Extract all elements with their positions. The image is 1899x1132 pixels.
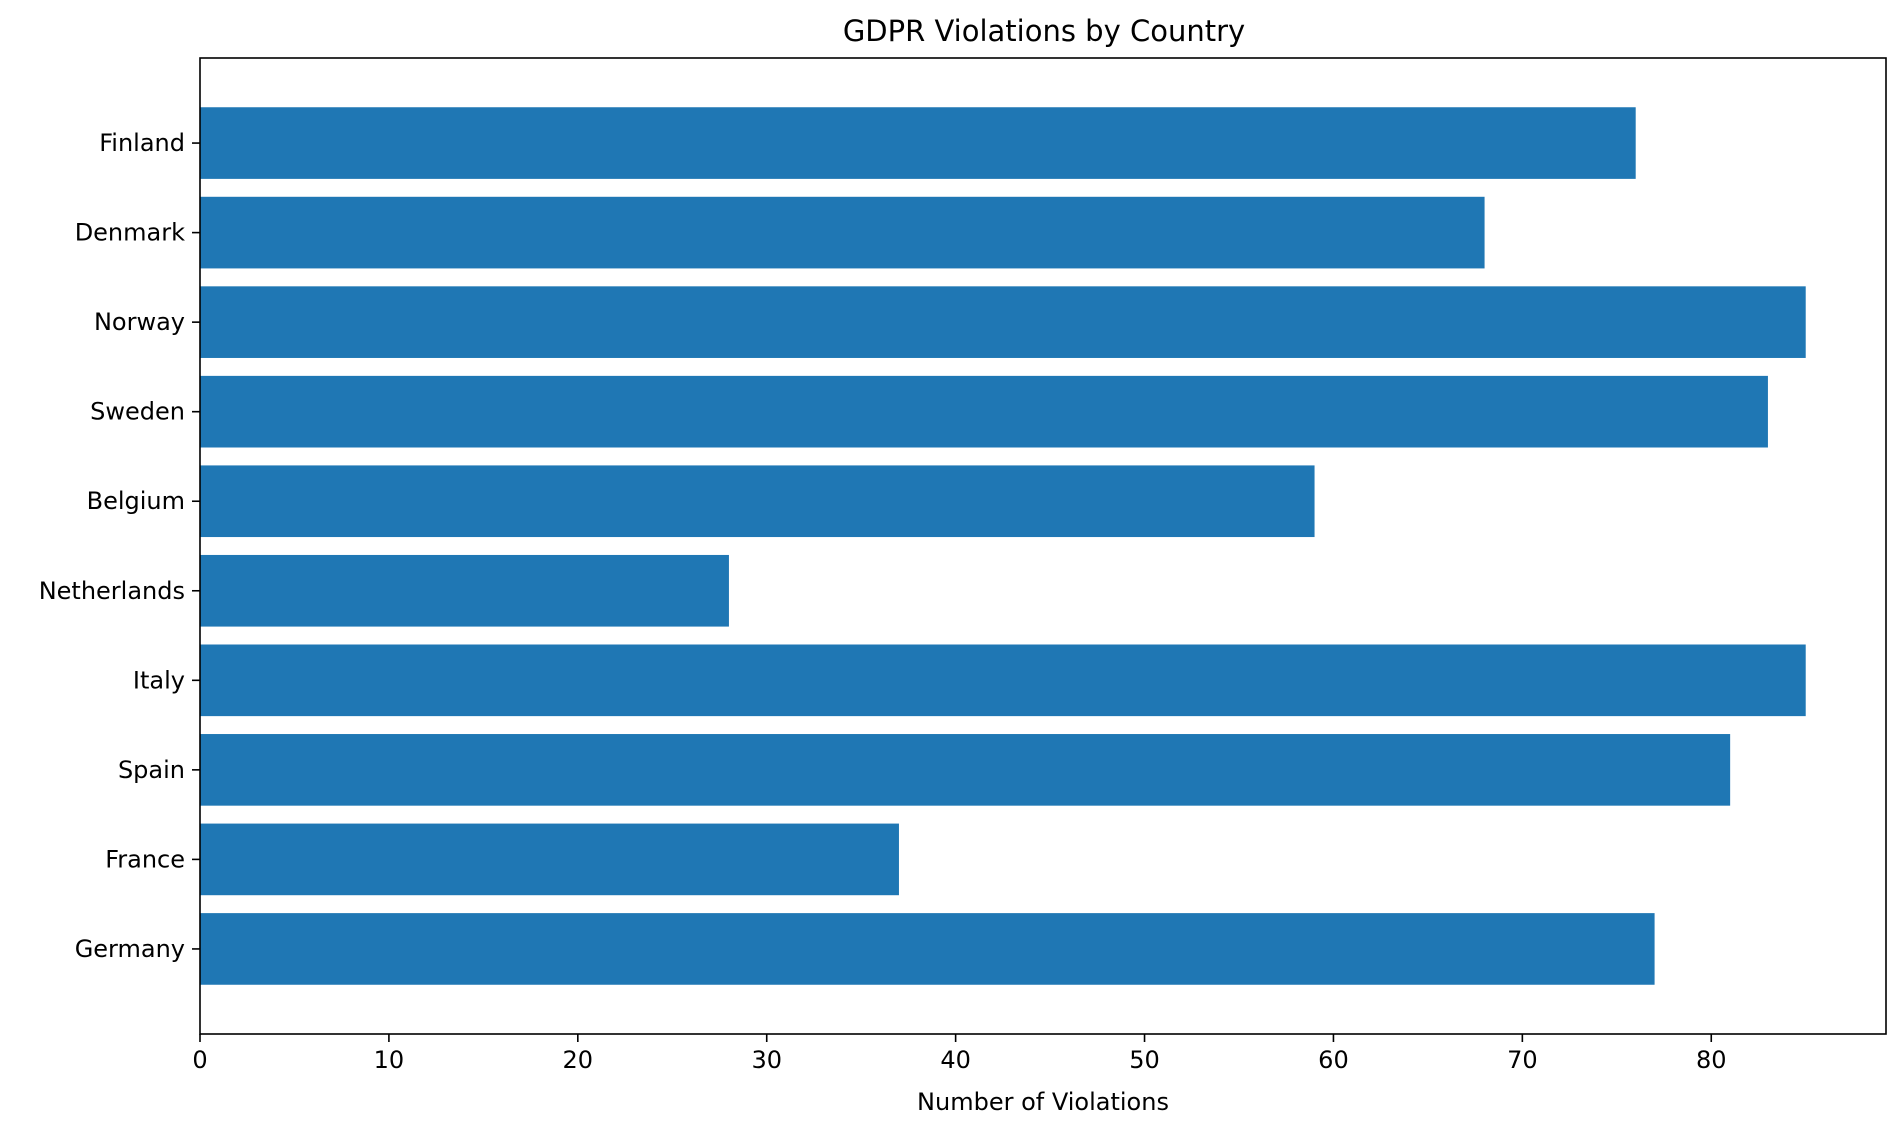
y-tick-label-france: France — [105, 845, 185, 873]
bar-italy — [200, 644, 1806, 717]
x-axis-label: Number of Violations — [917, 1088, 1169, 1116]
y-tick-label-norway: Norway — [94, 308, 185, 336]
x-tick-label-70: 70 — [1507, 1046, 1538, 1074]
x-tick-label-40: 40 — [940, 1046, 971, 1074]
bar-norway — [200, 286, 1806, 358]
chart-title: GDPR Violations by Country — [843, 14, 1245, 48]
bar-france — [200, 823, 899, 896]
x-tick-label-20: 20 — [563, 1046, 594, 1074]
x-axis-ticks: 0 10 20 30 40 50 60 70 80 — [192, 1034, 1727, 1074]
y-tick-label-italy: Italy — [133, 666, 185, 694]
plot-area-frame — [199, 57, 1887, 1035]
y-tick-label-denmark: Denmark — [75, 219, 185, 247]
x-tick-label-0: 0 — [192, 1046, 207, 1074]
x-tick-label-30: 30 — [751, 1046, 782, 1074]
bar-finland — [200, 107, 1636, 179]
y-tick-label-belgium: Belgium — [87, 487, 185, 515]
y-tick-label-netherlands: Netherlands — [39, 577, 185, 605]
bar-netherlands — [200, 554, 729, 627]
x-tick-label-10: 10 — [374, 1046, 405, 1074]
bar-denmark — [200, 196, 1485, 269]
x-tick-label-80: 80 — [1696, 1046, 1727, 1074]
x-tick-label-60: 60 — [1318, 1046, 1349, 1074]
y-tick-label-sweden: Sweden — [90, 398, 185, 426]
bar-belgium — [200, 465, 1315, 538]
y-tick-label-finland: Finland — [99, 129, 185, 157]
y-axis-ticks: Germany France Spain Italy Netherlands Belgiu… — [39, 129, 200, 963]
bar-sweden — [200, 375, 1768, 448]
y-tick-label-germany: Germany — [75, 935, 185, 963]
y-tick-label-spain: Spain — [118, 756, 185, 784]
bar-germany — [200, 913, 1655, 985]
x-tick-label-50: 50 — [1129, 1046, 1160, 1074]
bars-group — [200, 107, 1806, 985]
bar-spain — [200, 734, 1731, 806]
